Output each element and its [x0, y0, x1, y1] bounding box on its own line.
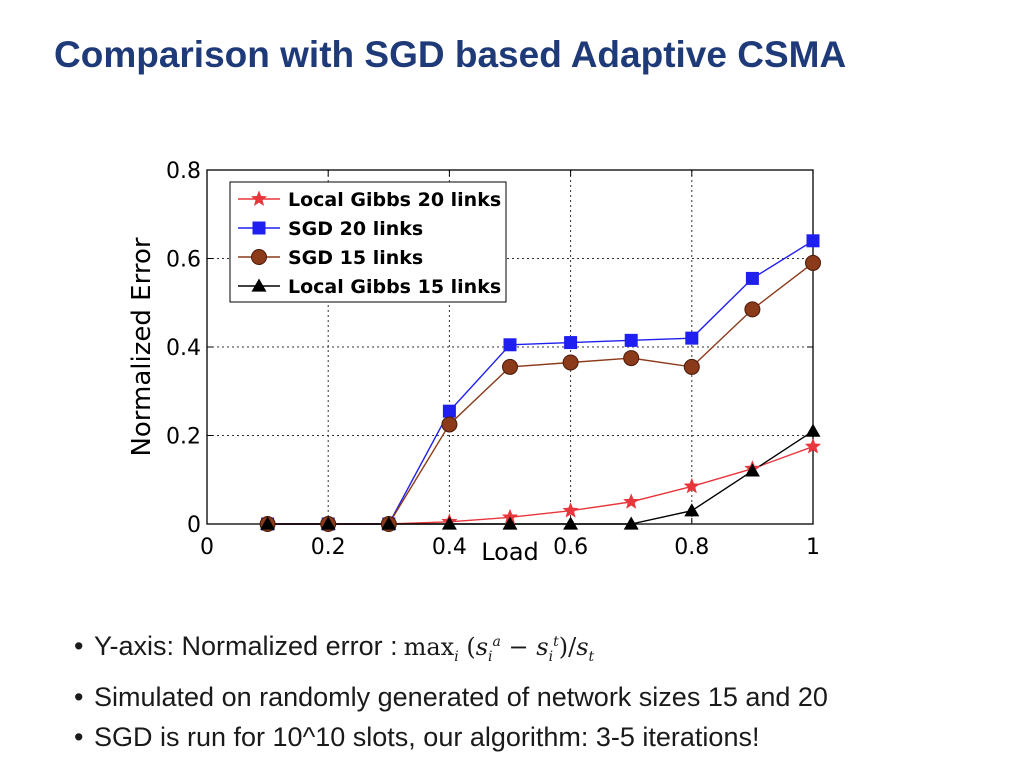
x-tick-label: 1: [806, 535, 820, 560]
x-tick-label: 0.4: [432, 535, 467, 560]
legend-marker: [252, 221, 266, 235]
data-point-series-2: [623, 350, 640, 367]
y-tick-label: 0.4: [166, 336, 201, 361]
x-tick-label: 0.6: [553, 535, 588, 560]
bullet-text: Simulated on randomly generated of netwo…: [94, 681, 828, 712]
data-point-series-3: [684, 503, 700, 517]
data-point-series-1: [806, 234, 820, 248]
data-point-series-0: [683, 477, 701, 494]
data-point-series-2: [744, 301, 761, 318]
data-point-series-1: [503, 338, 517, 352]
data-point-series-3: [744, 463, 760, 477]
data-point-series-3: [623, 516, 639, 530]
data-point-series-1: [624, 333, 638, 347]
data-point-series-3: [502, 516, 518, 530]
x-tick-label: 0.2: [311, 535, 346, 560]
data-point-series-3: [805, 423, 821, 437]
data-point-series-1: [685, 331, 699, 345]
data-point-series-0: [622, 493, 640, 509]
data-point-series-3: [563, 516, 579, 530]
legend-label: SGD 20 links: [288, 218, 423, 240]
y-tick-label: 0.8: [166, 159, 201, 184]
data-point-series-3: [441, 516, 457, 530]
series-line-3: [267, 430, 814, 525]
bullet-icon: •: [74, 721, 84, 752]
legend-label: Local Gibbs 20 links: [288, 189, 501, 211]
bullet-text: Y-axis: Normalized error :: [94, 631, 398, 661]
legend-label: SGD 15 links: [288, 247, 423, 269]
x-axis-label: Load: [481, 538, 539, 566]
data-point-series-3: [381, 516, 397, 530]
legend-marker: [251, 278, 267, 292]
x-tick-label: 0: [200, 535, 214, 560]
y-tick-label: 0.2: [166, 425, 201, 450]
y-axis-label: Normalized Error: [127, 237, 157, 456]
data-point-series-2: [683, 358, 700, 375]
data-point-series-2: [562, 354, 579, 371]
data-point-series-1: [564, 336, 578, 350]
data-point-series-2: [502, 358, 518, 375]
legend-label: Local Gibbs 15 links: [288, 276, 501, 298]
legend-marker: [250, 190, 268, 207]
data-point-series-2: [441, 416, 458, 433]
legend-marker: [251, 249, 267, 265]
x-tick-label: 0.8: [674, 535, 709, 560]
data-point-series-3: [260, 516, 276, 530]
bullet-icon: •: [74, 681, 84, 712]
chart: 0 0.2 0.4 0.6 0.8 1 0 0.2 0.4 0.6 0.8 Load Normalize…: [110, 148, 850, 578]
bullet-list: • Y-axis: Normalized error : maxi (sia − s…: [74, 622, 828, 757]
data-point-series-3: [320, 516, 336, 530]
legend-box: [229, 181, 507, 303]
y-tick-label: 0: [187, 513, 201, 538]
bullet-item: • SGD is run for 10^10 slots, our algorit…: [74, 717, 828, 757]
bullet-text: SGD is run for 10^10 slots, our algorith…: [94, 721, 760, 752]
bullet-item: • Simulated on randomly generated of netw…: [74, 677, 828, 717]
data-point-series-0: [804, 437, 822, 454]
data-point-series-0: [562, 502, 579, 518]
data-point-series-1: [442, 404, 456, 418]
bullet-icon: •: [74, 631, 84, 661]
data-point-series-1: [745, 271, 759, 285]
y-tick-label: 0.6: [166, 248, 201, 273]
bullet-item: • Y-axis: Normalized error : maxi (sia − s…: [74, 622, 828, 677]
slide-title: Comparison with SGD based Adaptive CSMA: [54, 34, 847, 75]
formula: maxi (sia − sit)/st: [403, 633, 595, 665]
line-chart: 0 0.2 0.4 0.6 0.8 1 0 0.2 0.4 0.6 0.8 Load Normalize…: [127, 159, 822, 566]
data-point-series-2: [805, 254, 821, 271]
